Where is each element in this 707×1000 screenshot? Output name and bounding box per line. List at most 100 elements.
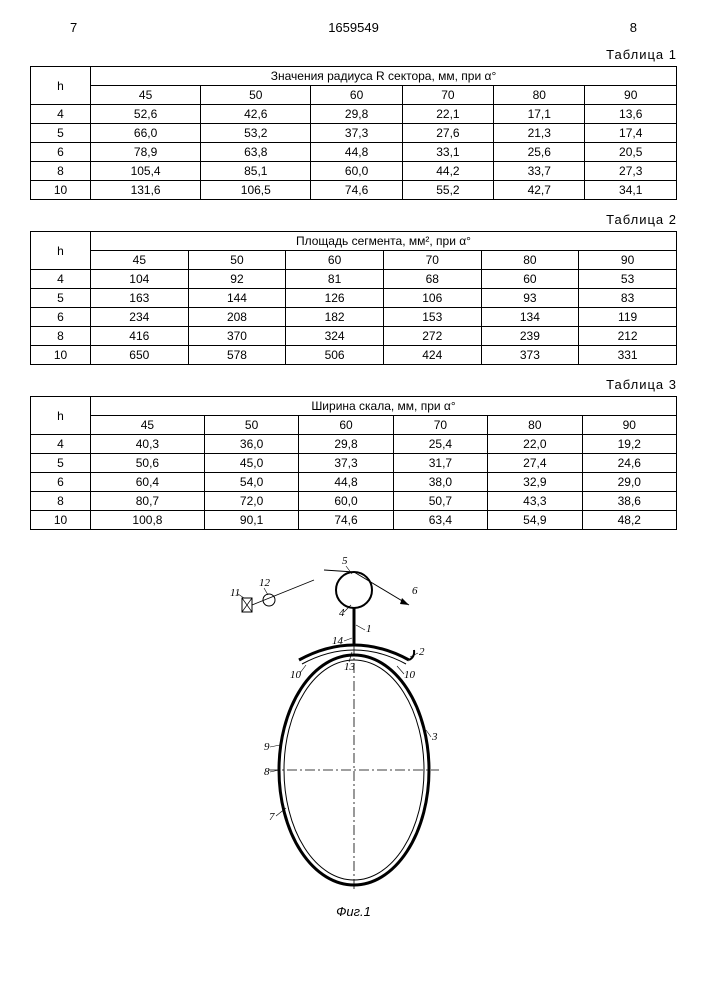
data-cell: 72,0 [204, 492, 298, 511]
data-cell: 105,4 [91, 162, 201, 181]
svg-text:1: 1 [366, 623, 372, 635]
angle-header: 50 [188, 251, 286, 270]
svg-text:11: 11 [230, 587, 240, 599]
data-cell: 331 [579, 346, 677, 365]
data-cell: 80,7 [91, 492, 205, 511]
data-cell: 63,8 [201, 143, 311, 162]
h-cell: 4 [31, 270, 91, 289]
data-cell: 53,2 [201, 124, 311, 143]
h-cell: 6 [31, 143, 91, 162]
data-cell: 74,6 [311, 181, 402, 200]
table-label: Таблица 2 [30, 212, 677, 227]
h-cell: 5 [31, 454, 91, 473]
table-row: 10650578506424373331 [31, 346, 677, 365]
data-cell: 60,0 [299, 492, 393, 511]
h-header: h [31, 67, 91, 105]
table-title: Ширина скала, мм, при α° [91, 397, 677, 416]
data-cell: 43,3 [488, 492, 582, 511]
data-cell: 324 [286, 327, 384, 346]
data-cell: 60,0 [311, 162, 402, 181]
data-cell: 54,9 [488, 511, 582, 530]
data-cell: 106,5 [201, 181, 311, 200]
data-cell: 650 [91, 346, 189, 365]
page-left-number: 7 [70, 20, 77, 35]
table-row: 880,772,060,050,743,338,6 [31, 492, 677, 511]
data-cell: 93 [481, 289, 579, 308]
h-header: h [31, 232, 91, 270]
figure-diagram: 5 6 4 1 14 2 13 10 10 3 9 8 7 11 [214, 550, 494, 900]
data-cell: 36,0 [204, 435, 298, 454]
h-cell: 10 [31, 181, 91, 200]
h-cell: 6 [31, 473, 91, 492]
data-cell: 153 [383, 308, 481, 327]
table-row: 566,053,237,327,621,317,4 [31, 124, 677, 143]
data-cell: 144 [188, 289, 286, 308]
data-cell: 24,6 [582, 454, 676, 473]
figure-caption: Фиг.1 [30, 904, 677, 919]
data-cell: 52,6 [91, 105, 201, 124]
table-label: Таблица 1 [30, 47, 677, 62]
data-cell: 119 [579, 308, 677, 327]
angle-header: 80 [481, 251, 579, 270]
svg-text:8: 8 [264, 766, 270, 778]
data-cell: 48,2 [582, 511, 676, 530]
angle-header: 90 [585, 86, 677, 105]
table-title: Площадь сегмента, мм², при α° [91, 232, 677, 251]
angle-header: 90 [579, 251, 677, 270]
data-cell: 126 [286, 289, 384, 308]
h-cell: 8 [31, 492, 91, 511]
data-cell: 29,8 [299, 435, 393, 454]
data-cell: 272 [383, 327, 481, 346]
svg-text:5: 5 [342, 555, 348, 567]
data-cell: 234 [91, 308, 189, 327]
table-row: 10100,890,174,663,454,948,2 [31, 511, 677, 530]
data-cell: 66,0 [91, 124, 201, 143]
data-cell: 182 [286, 308, 384, 327]
data-cell: 68 [383, 270, 481, 289]
data-cell: 424 [383, 346, 481, 365]
angle-header: 45 [91, 416, 205, 435]
data-cell: 21,3 [494, 124, 585, 143]
table-row: 8105,485,160,044,233,727,3 [31, 162, 677, 181]
data-cell: 100,8 [91, 511, 205, 530]
h-cell: 4 [31, 105, 91, 124]
data-cell: 44,2 [402, 162, 493, 181]
data-table: hЗначения радиуса R сектора, мм, при α°4… [30, 66, 677, 200]
svg-text:10: 10 [290, 669, 302, 681]
h-header: h [31, 397, 91, 435]
table-row: 452,642,629,822,117,113,6 [31, 105, 677, 124]
table-row: 8416370324272239212 [31, 327, 677, 346]
data-cell: 44,8 [311, 143, 402, 162]
svg-text:14: 14 [332, 635, 344, 647]
h-cell: 4 [31, 435, 91, 454]
svg-text:13: 13 [344, 661, 356, 673]
data-cell: 134 [481, 308, 579, 327]
h-cell: 5 [31, 124, 91, 143]
data-cell: 90,1 [204, 511, 298, 530]
table-label: Таблица 3 [30, 377, 677, 392]
data-cell: 44,8 [299, 473, 393, 492]
data-cell: 60,4 [91, 473, 205, 492]
data-cell: 416 [91, 327, 189, 346]
data-cell: 208 [188, 308, 286, 327]
angle-header: 45 [91, 86, 201, 105]
data-cell: 17,4 [585, 124, 677, 143]
data-cell: 83 [579, 289, 677, 308]
tables-container: Таблица 1 hЗначения радиуса R сектора, мм… [30, 47, 677, 530]
data-cell: 373 [481, 346, 579, 365]
data-cell: 22,0 [488, 435, 582, 454]
data-cell: 45,0 [204, 454, 298, 473]
table-row: 51631441261069383 [31, 289, 677, 308]
data-cell: 38,0 [393, 473, 487, 492]
data-cell: 74,6 [299, 511, 393, 530]
angle-header: 60 [299, 416, 393, 435]
figure-container: 5 6 4 1 14 2 13 10 10 3 9 8 7 11 [30, 550, 677, 919]
svg-text:4: 4 [339, 607, 345, 619]
data-cell: 53 [579, 270, 677, 289]
data-cell: 212 [579, 327, 677, 346]
angle-header: 70 [383, 251, 481, 270]
table-row: 41049281686053 [31, 270, 677, 289]
data-cell: 20,5 [585, 143, 677, 162]
data-cell: 54,0 [204, 473, 298, 492]
data-table: hШирина скала, мм, при α°455060708090440… [30, 396, 677, 530]
